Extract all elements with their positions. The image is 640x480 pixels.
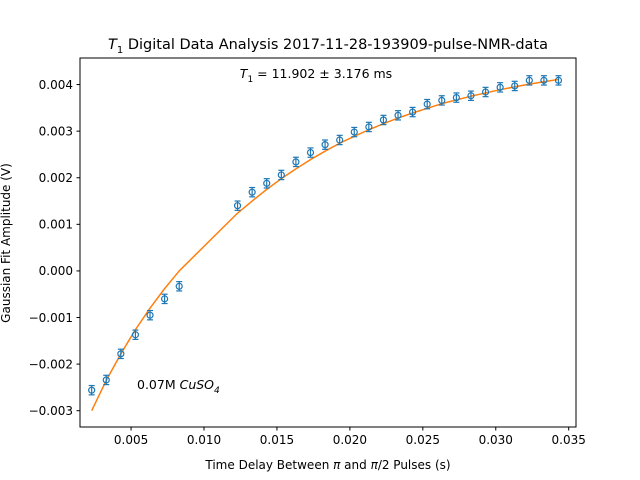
data-point: [379, 114, 388, 126]
y-axis-ticks: −0.003 −0.002 −0.001 0.000 0.001 0.002 0.003 0.…: [29, 78, 80, 418]
data-marker: [481, 88, 490, 96]
data-point: [263, 178, 271, 189]
x-tick-label: 0.005: [114, 433, 148, 447]
data-point: [161, 293, 169, 305]
data-point: [525, 75, 533, 86]
data-point: [452, 92, 460, 103]
data-point: [365, 121, 373, 133]
data-point: [88, 384, 96, 396]
x-tick-label: 0.020: [333, 433, 367, 447]
data-point: [511, 80, 519, 92]
data-point: [467, 90, 475, 101]
x-tick-label: 0.030: [479, 433, 513, 447]
data-point: [350, 126, 358, 138]
x-tick-label: 0.025: [406, 433, 440, 447]
y-tick-label: 0.004: [39, 78, 73, 92]
data-marker: [306, 148, 315, 157]
data-point: [409, 106, 417, 118]
data-point: [292, 156, 300, 168]
x-tick-label: 0.010: [187, 433, 221, 447]
data-point: [248, 186, 256, 198]
x-axis-label: Time Delay Between π and π/2 Pulses (s): [204, 458, 450, 472]
data-marker: [161, 295, 169, 303]
y-tick-label: −0.002: [29, 357, 73, 371]
data-point: [117, 348, 125, 360]
data-marker: [496, 83, 504, 91]
data-point: [321, 139, 329, 150]
data-point: [394, 110, 402, 121]
data-point: [540, 75, 548, 86]
data-point: [438, 95, 446, 106]
data-marker: [233, 202, 242, 210]
x-tick-label: 0.035: [552, 433, 586, 447]
data-marker: [321, 141, 329, 149]
data-point: [481, 86, 490, 98]
data-marker: [350, 128, 358, 136]
data-marker: [438, 96, 446, 104]
data-point: [233, 200, 242, 211]
y-tick-label: 0.003: [39, 124, 73, 138]
y-tick-label: 0.002: [39, 171, 73, 185]
data-marker: [365, 123, 373, 131]
data-point: [554, 75, 563, 86]
data-point: [306, 147, 315, 158]
t1-annotation: T1 = 11.902 ± 3.176 ms: [240, 66, 392, 85]
data-marker: [379, 116, 388, 124]
data-marker: [248, 188, 256, 196]
data-point: [277, 169, 285, 181]
data-marker: [277, 171, 285, 179]
data-marker: [452, 94, 460, 102]
data-marker: [117, 350, 125, 358]
data-point: [496, 82, 504, 93]
data-marker: [423, 100, 431, 108]
y-tick-label: −0.001: [29, 311, 73, 325]
data-marker: [292, 158, 300, 166]
data-marker: [88, 386, 96, 394]
y-tick-label: 0.000: [39, 264, 73, 278]
data-marker: [467, 92, 475, 100]
data-marker: [511, 82, 519, 90]
y-tick-label: 0.001: [39, 218, 73, 232]
data-marker: [263, 179, 271, 187]
data-marker: [131, 331, 140, 339]
x-tick-label: 0.015: [260, 433, 294, 447]
data-marker: [175, 282, 183, 290]
chart-title: T1 Digital Data Analysis 2017-11-28-1939…: [108, 37, 548, 56]
data-marker: [525, 76, 533, 84]
data-marker: [146, 311, 154, 319]
data-marker: [409, 108, 417, 116]
sample-annotation: 0.07M CuSO4: [137, 377, 220, 396]
data-point: [423, 98, 431, 110]
data-marker: [394, 111, 402, 119]
data-point: [146, 309, 154, 321]
data-marker: [540, 76, 548, 84]
y-tick-label: −0.003: [29, 404, 73, 418]
data-marker: [336, 136, 344, 144]
data-point: [175, 281, 183, 292]
data-point: [102, 374, 110, 386]
data-point: [336, 134, 344, 146]
x-axis-ticks: 0.005 0.010 0.015 0.020 0.025 0.030 0.035: [114, 427, 586, 447]
y-axis-label: Gaussian Fit Amplitude (V): [0, 163, 13, 323]
axes-frame: [79, 57, 577, 428]
data-point: [131, 329, 140, 341]
data-marker: [554, 76, 563, 84]
data-marker: [102, 376, 110, 384]
plot-area: [88, 75, 563, 412]
